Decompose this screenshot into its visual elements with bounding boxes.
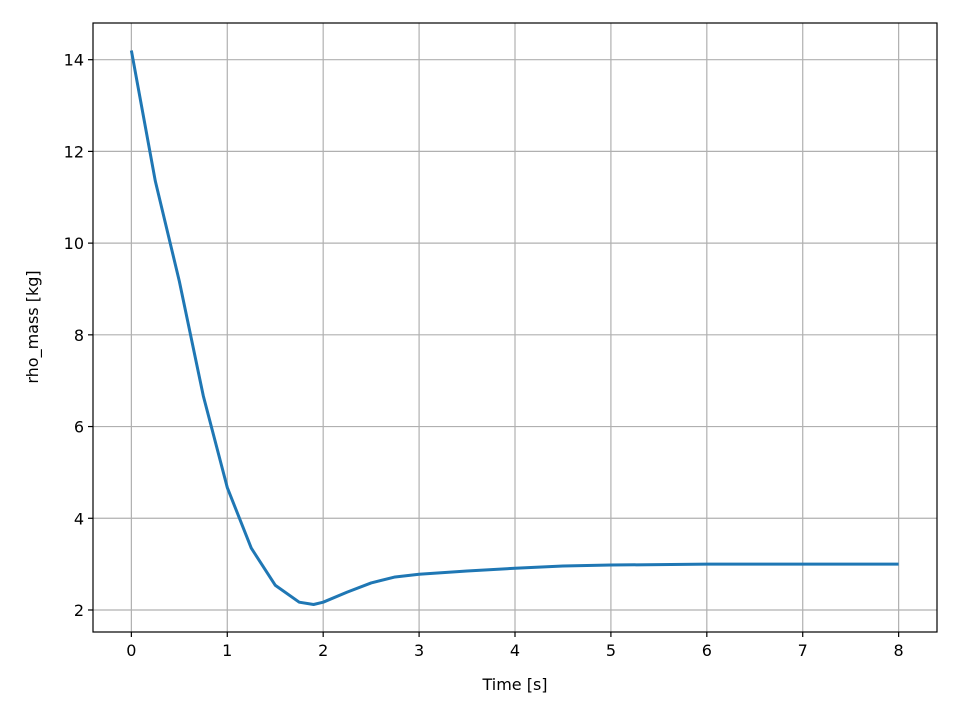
y-tick-label: 12 — [64, 142, 84, 161]
x-tick-label: 1 — [222, 641, 232, 660]
x-tick-label: 0 — [126, 641, 136, 660]
x-tick-label: 8 — [894, 641, 904, 660]
x-tick-label: 6 — [702, 641, 712, 660]
plot-frame — [92, 22, 938, 633]
y-tick-label: 2 — [74, 601, 84, 620]
x-tick-label: 2 — [318, 641, 328, 660]
y-tick-label: 10 — [64, 234, 84, 253]
y-tick-label: 6 — [74, 418, 84, 437]
y-tick-label: 8 — [74, 326, 84, 345]
x-tick-label: 7 — [798, 641, 808, 660]
x-tick-label: 5 — [606, 641, 616, 660]
x-tick-label: 3 — [414, 641, 424, 660]
y-tick-label: 14 — [64, 51, 84, 70]
y-tick-label: 4 — [74, 509, 84, 528]
x-axis-label: Time [s] — [481, 675, 547, 694]
x-tick-label: 4 — [510, 641, 520, 660]
line — [129, 50, 899, 606]
y-axis-label: rho_mass [kg] — [23, 270, 43, 383]
